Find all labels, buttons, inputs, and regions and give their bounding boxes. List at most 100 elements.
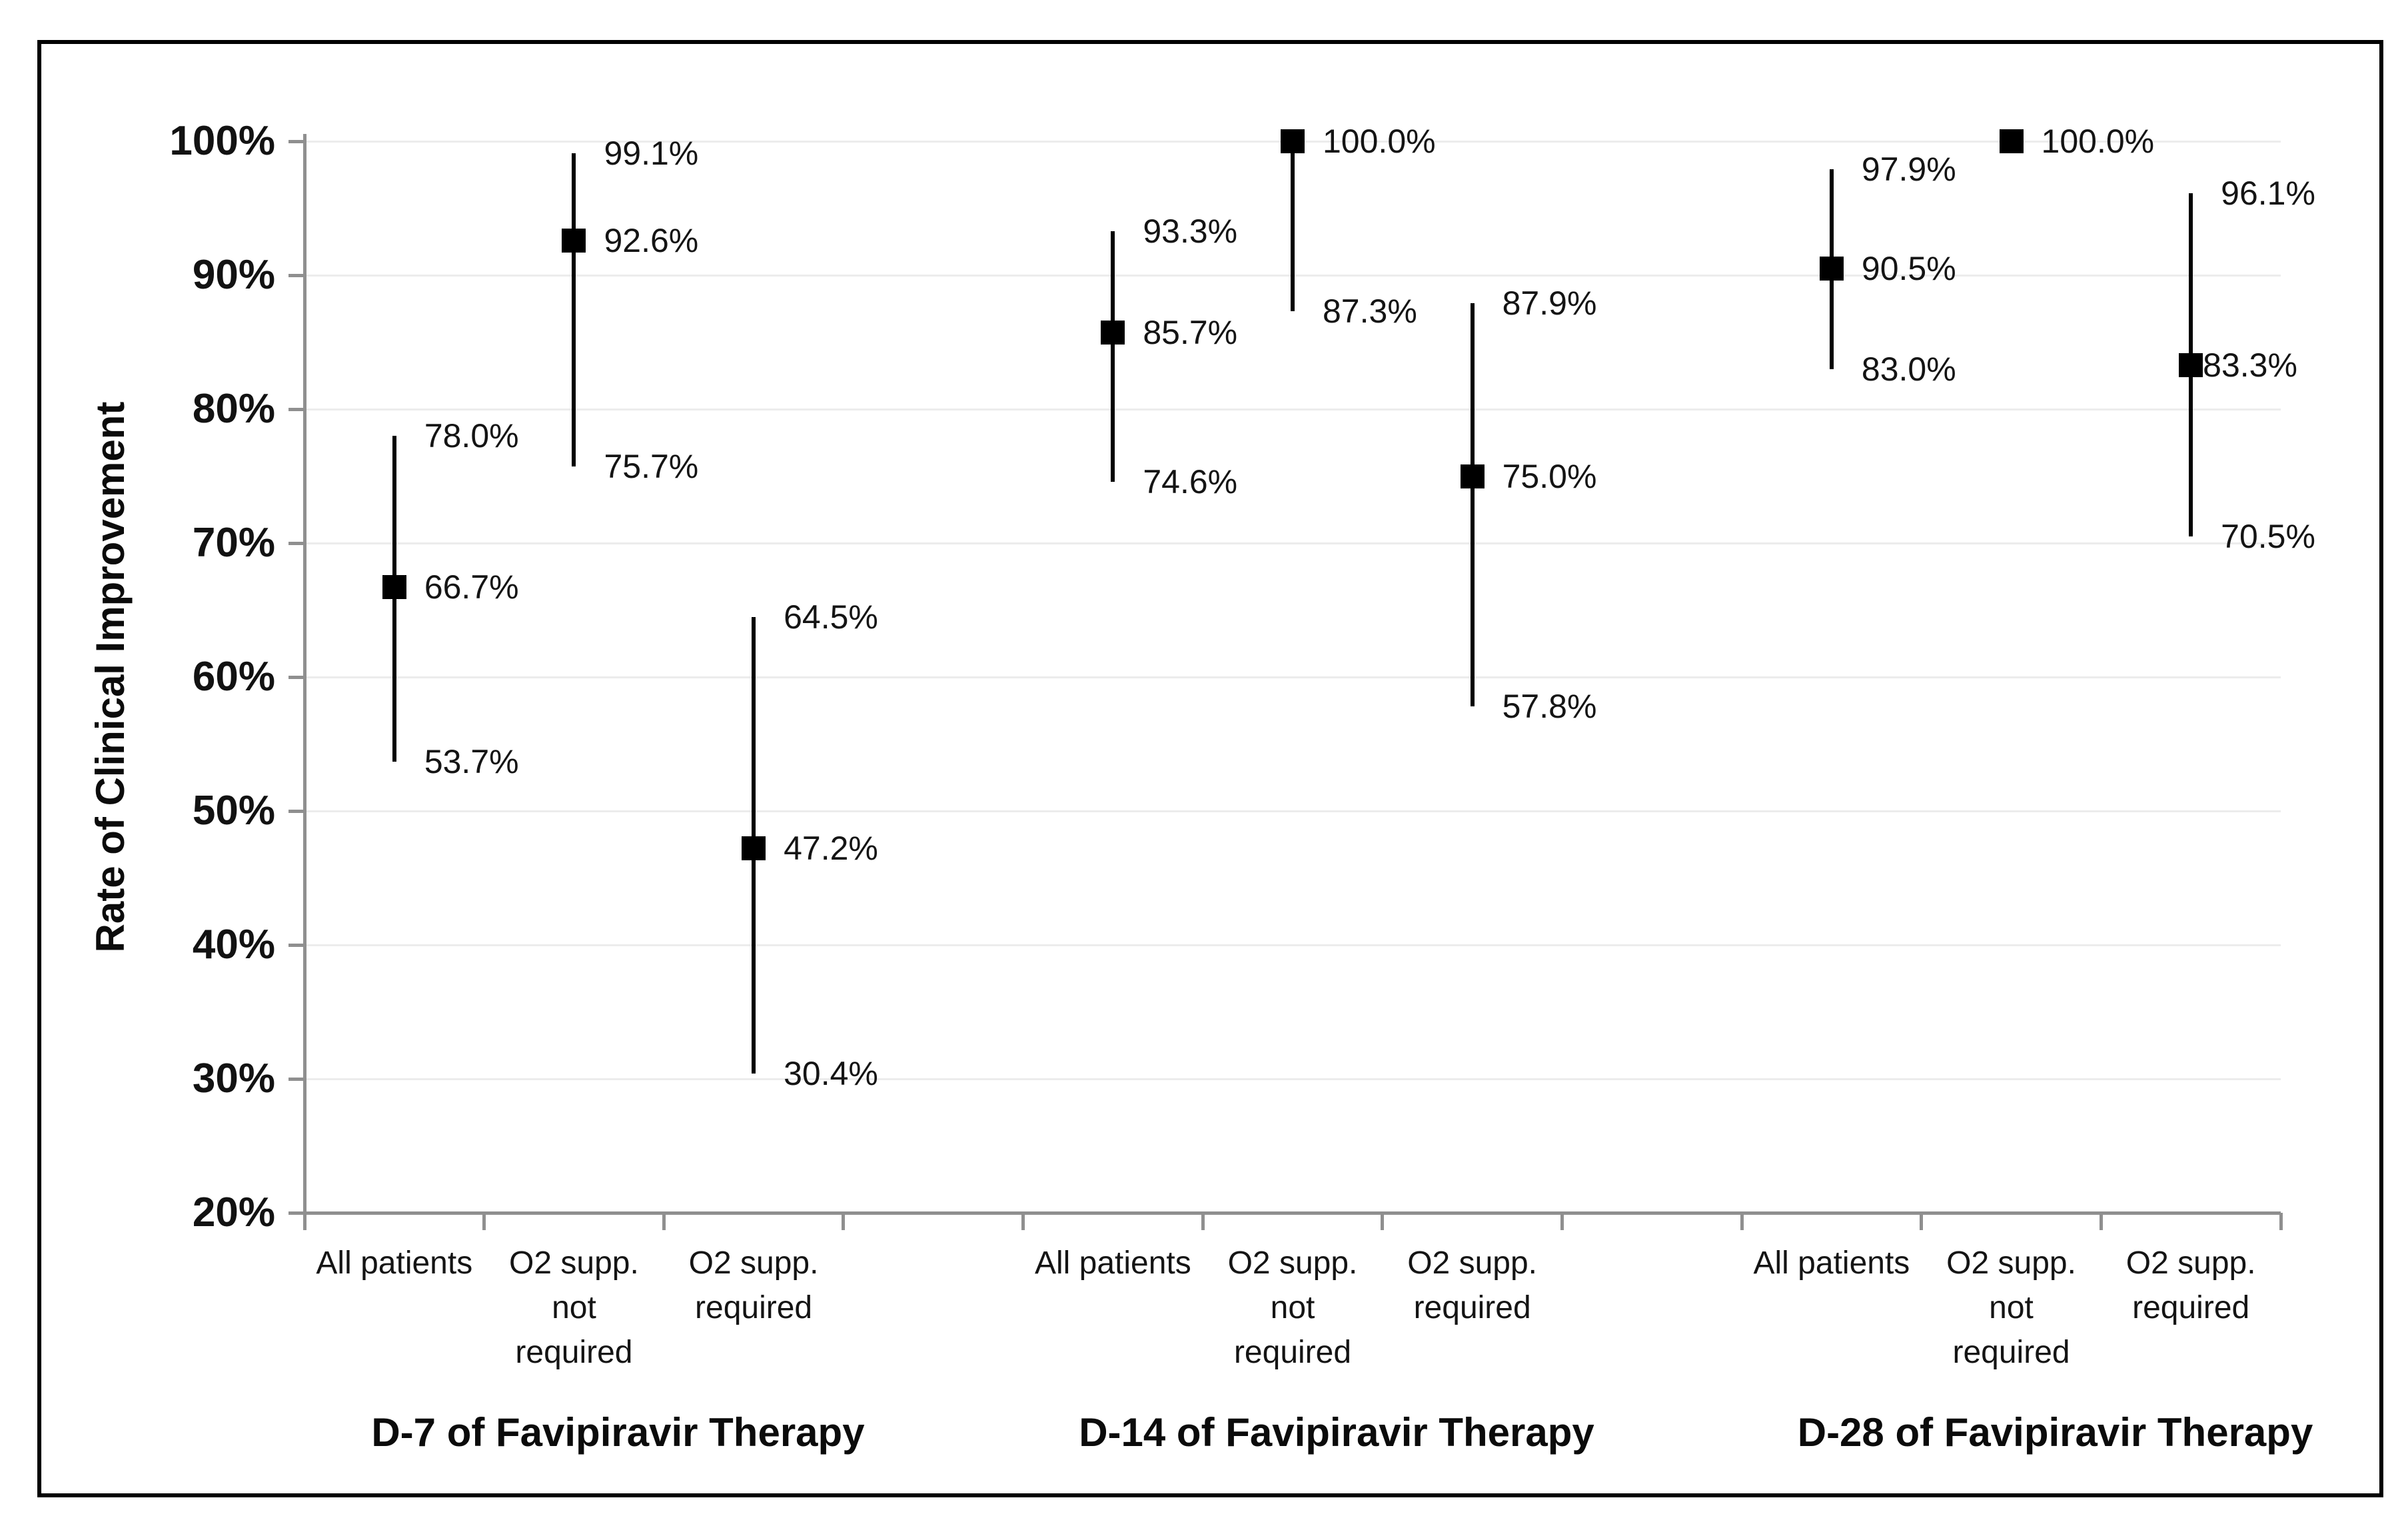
category-label-line: not xyxy=(552,1290,596,1325)
y-tick-label-50%: 50% xyxy=(192,788,275,834)
ci-lower-label: 87.3% xyxy=(1323,293,1417,331)
ci-lower-label: 30.4% xyxy=(784,1054,878,1092)
y-tick-label-30%: 30% xyxy=(192,1056,275,1102)
x-tick-9 xyxy=(1920,1213,1924,1230)
gridline-60 xyxy=(304,676,2281,678)
group-title-d28: D-28 of Favipiravir Therapy xyxy=(1797,1410,2313,1455)
value-label: 100.0% xyxy=(1323,123,1436,160)
category-label: O2 supp. not required xyxy=(1825,1241,2198,1375)
value-label: 90.5% xyxy=(1861,249,1956,287)
y-tick-60% xyxy=(289,675,304,679)
ci-lower-label: 74.6% xyxy=(1143,462,1238,500)
x-tick-10 xyxy=(2099,1213,2103,1230)
category-label-line: O2 supp. xyxy=(2125,1245,2256,1281)
category-label-line: required xyxy=(1952,1335,2070,1370)
gridline-80 xyxy=(304,408,2281,410)
ci-upper-label: 93.3% xyxy=(1143,212,1238,250)
y-tick-label-40%: 40% xyxy=(192,922,275,968)
y-axis-title: Rate of Clinical Improvement xyxy=(88,401,133,953)
data-point-marker xyxy=(562,228,586,253)
value-label: 85.7% xyxy=(1143,314,1238,352)
value-label: 75.0% xyxy=(1502,457,1597,495)
gridline-30 xyxy=(304,1078,2281,1080)
ci-lower-label: 57.8% xyxy=(1502,688,1597,726)
data-point-marker xyxy=(1460,464,1485,488)
data-point-marker xyxy=(2179,353,2203,377)
y-tick-label-70%: 70% xyxy=(192,520,275,566)
x-tick-5 xyxy=(1201,1213,1205,1230)
y-axis-line xyxy=(302,134,306,1225)
category-label: All patients xyxy=(926,1241,1299,1285)
group-title-d7: D-7 of Favipiravir Therapy xyxy=(371,1410,865,1455)
y-tick-label-90%: 90% xyxy=(192,252,275,298)
ci-lower-label: 75.7% xyxy=(604,448,699,486)
category-label: O2 supp. required xyxy=(567,1241,940,1330)
category-label: All patients xyxy=(208,1241,581,1285)
x-tick-3 xyxy=(842,1213,846,1230)
category-label-line: required xyxy=(515,1335,633,1370)
group-title-d14: D-14 of Favipiravir Therapy xyxy=(1079,1410,1594,1455)
category-label: O2 supp. not required xyxy=(1106,1241,1479,1375)
x-tick-6 xyxy=(1381,1213,1385,1230)
value-label: 92.6% xyxy=(604,221,699,259)
value-label: 100.0% xyxy=(2041,123,2155,160)
error-bar xyxy=(1111,231,1115,482)
ci-upper-label: 87.9% xyxy=(1502,285,1597,323)
y-tick-20% xyxy=(289,1211,304,1215)
gridline-70 xyxy=(304,542,2281,544)
category-label: O2 supp. required xyxy=(1286,1241,1659,1330)
y-tick-label-20%: 20% xyxy=(192,1189,275,1235)
gridline-40 xyxy=(304,944,2281,946)
data-point-marker xyxy=(382,575,406,600)
category-label-line: O2 supp. xyxy=(1946,1245,2076,1281)
category-label-line: O2 supp. xyxy=(509,1245,639,1281)
category-label-line: O2 supp. xyxy=(688,1245,819,1281)
y-tick-100% xyxy=(289,139,304,143)
ci-lower-label: 70.5% xyxy=(2221,517,2315,555)
ci-lower-label: 83.0% xyxy=(1861,350,1956,388)
x-tick-0 xyxy=(302,1213,306,1230)
data-point-marker xyxy=(1281,129,1305,153)
category-label-line: required xyxy=(695,1290,813,1325)
y-tick-40% xyxy=(289,943,304,947)
ci-upper-label: 78.0% xyxy=(424,417,519,455)
value-label: 83.3% xyxy=(2203,346,2297,384)
category-label-line: All patients xyxy=(1753,1245,1910,1281)
ci-upper-label: 97.9% xyxy=(1861,151,1956,189)
category-label-line: not xyxy=(1989,1290,2034,1325)
error-bar xyxy=(1470,303,1475,707)
x-tick-8 xyxy=(1740,1213,1744,1230)
x-tick-2 xyxy=(662,1213,666,1230)
value-label: 66.7% xyxy=(424,568,519,606)
y-tick-label-80%: 80% xyxy=(192,386,275,432)
category-label: O2 supp. not required xyxy=(387,1241,760,1375)
x-tick-7 xyxy=(1560,1213,1564,1230)
ci-upper-label: 99.1% xyxy=(604,135,699,173)
x-tick-11 xyxy=(2279,1213,2283,1230)
category-label-line: O2 supp. xyxy=(1407,1245,1538,1281)
ci-lower-label: 53.7% xyxy=(424,742,519,780)
x-axis-line xyxy=(289,1211,2281,1215)
data-point-marker xyxy=(1999,129,2024,153)
category-label-line: required xyxy=(1233,1335,1352,1370)
data-point-marker xyxy=(1101,321,1125,345)
y-tick-70% xyxy=(289,541,304,545)
error-bar xyxy=(1291,141,1295,312)
gridline-50 xyxy=(304,810,2281,812)
error-bar xyxy=(572,153,576,467)
data-point-marker xyxy=(742,836,766,861)
y-tick-50% xyxy=(289,809,304,813)
x-tick-1 xyxy=(482,1213,486,1230)
ci-upper-label: 96.1% xyxy=(2221,175,2315,213)
category-label: All patients xyxy=(1645,1241,2018,1285)
data-point-marker xyxy=(1819,256,1844,281)
ci-upper-label: 64.5% xyxy=(784,598,878,636)
category-label-line: All patients xyxy=(1034,1245,1191,1281)
category-label-line: O2 supp. xyxy=(1227,1245,1358,1281)
chart-frame: 100% 90% 80% 70% 60% 50% 40% 30% 20% 66.7% 78.0% 53… xyxy=(37,40,2383,1497)
category-label-line: All patients xyxy=(316,1245,473,1281)
value-label: 47.2% xyxy=(784,830,878,868)
category-label: O2 supp. required xyxy=(2004,1241,2377,1330)
y-tick-30% xyxy=(289,1077,304,1081)
